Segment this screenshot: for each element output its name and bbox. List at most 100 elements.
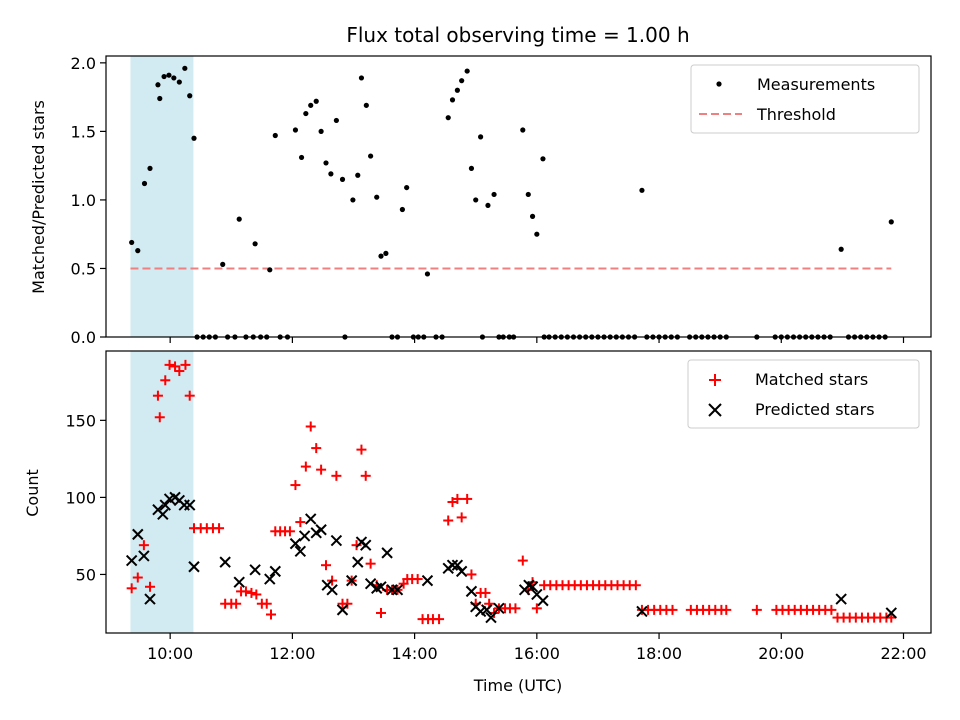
matched-star-point (160, 375, 171, 386)
predicted-star-point (249, 564, 261, 576)
measurement-point (236, 216, 242, 222)
measurement-point (485, 202, 491, 209)
measurement-point (135, 248, 141, 254)
matched-star-point (376, 607, 386, 618)
measurement-point (459, 78, 465, 84)
matched-star-point (667, 604, 678, 615)
bottom-y-tick-label: 50 (76, 565, 96, 584)
measurement-point (155, 82, 161, 88)
matched-star-point (351, 540, 362, 551)
matched-star-point (251, 589, 262, 600)
matched-star-point (300, 461, 311, 472)
top-y-label: Matched/Predicted stars (29, 100, 48, 294)
top-y-tick-label: 0.0 (71, 328, 96, 347)
top-y-tick-label: 0.5 (71, 259, 96, 278)
top-y-tick-label: 1.0 (71, 191, 96, 210)
matched-star-point (164, 359, 175, 370)
matched-star-point (152, 390, 163, 401)
matched-star-point (246, 587, 257, 598)
legend-matched-label: Matched stars (755, 370, 868, 389)
measurement-point (424, 271, 431, 277)
measurement-point (318, 128, 324, 134)
matched-star-point (630, 580, 641, 591)
matched-star-point (443, 515, 454, 526)
bottom-x-tick-label: 12:00 (269, 644, 315, 663)
predicted-star-point (364, 577, 377, 590)
predicted-star-point (885, 607, 897, 619)
predicted-star-point (451, 559, 464, 571)
predicted-star-point (184, 499, 196, 511)
predicted-star-point (493, 602, 505, 615)
measurement-point (454, 87, 460, 93)
predicted-star-point (375, 581, 387, 593)
predicted-star-point (330, 534, 343, 547)
bottom-x-tick-label: 18:00 (636, 644, 682, 663)
highlight-span-top (130, 56, 194, 337)
legend-measurements-marker (716, 81, 722, 87)
measurement-point (363, 102, 369, 108)
matched-star-point (174, 366, 185, 377)
measurement-point (313, 98, 319, 104)
measurement-point (267, 267, 273, 273)
bottom-legend: Matched stars Predicted stars (687, 359, 920, 429)
measurement-point (182, 65, 188, 71)
predicted-star-point (305, 513, 317, 525)
matched-star-point (180, 359, 191, 370)
measurement-point (473, 197, 479, 203)
measurement-point (339, 176, 346, 182)
bottom-x-ticks: 10:00 12:00 14:00 16:00 18:00 20:00 22:00 (147, 633, 927, 663)
predicted-star-point (144, 593, 156, 605)
predicted-star-point (481, 604, 493, 616)
matched-star-point (154, 412, 165, 423)
measurement-point (378, 253, 384, 259)
bottom-y-ticks: 50 100 150 (65, 411, 106, 584)
matched-star-point (316, 464, 327, 475)
matched-star-point (184, 390, 195, 401)
top-y-tick-label: 2.0 (71, 54, 96, 73)
measurement-point (171, 75, 177, 81)
predicted-star-point (315, 524, 327, 536)
matched-star-point (434, 614, 445, 625)
measurement-point (464, 68, 470, 74)
measurement-point (358, 75, 365, 81)
bottom-y-tick-label: 100 (65, 488, 96, 507)
predicted-star-point (326, 584, 338, 596)
bottom-legend-box (687, 359, 920, 429)
predicted-star-point (360, 539, 372, 551)
matched-star-point (360, 470, 371, 481)
matched-star-point (290, 480, 301, 491)
measurement-point (888, 219, 894, 225)
matched-star-point (751, 604, 762, 615)
matched-star-point (214, 523, 225, 534)
measurement-point (176, 79, 182, 85)
legend-threshold-label: Threshold (756, 105, 836, 124)
matched-star-point (261, 598, 272, 609)
matched-star-point (126, 583, 137, 594)
predicted-star-point (537, 594, 549, 607)
highlight-span-bottom (130, 351, 194, 633)
predicted-star-point (381, 547, 393, 559)
matched-star-point (321, 560, 331, 571)
matched-star-point (311, 443, 322, 454)
matched-star-point (480, 587, 491, 598)
matched-star-point (331, 470, 342, 481)
predicted-star-point (188, 561, 200, 573)
predicted-star-point (336, 604, 349, 616)
measurement-point (540, 156, 546, 162)
measurement-point (252, 241, 258, 247)
measurement-point (445, 115, 451, 121)
bottom-axes-frame (105, 350, 932, 634)
measurement-point (141, 180, 148, 187)
measurement-point (166, 72, 172, 78)
predicted-star-point (159, 499, 171, 511)
matched-star-point (721, 604, 732, 615)
top-panel: Flux total observing time = 1.00 h 0.00.… (29, 23, 932, 347)
predicted-star-point (138, 550, 150, 562)
predicted-star-point (636, 605, 648, 618)
bottom-x-tick-label: 22:00 (880, 644, 926, 663)
matched-star-point (295, 517, 306, 528)
matched-star-point (462, 493, 473, 504)
matched-star-point (132, 572, 143, 583)
measurement-point (404, 184, 410, 191)
predicted-star-point (421, 574, 434, 587)
